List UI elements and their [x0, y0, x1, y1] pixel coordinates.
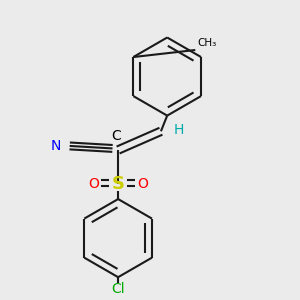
Text: Cl: Cl [111, 282, 125, 296]
Text: C: C [112, 129, 122, 143]
Text: CH₃: CH₃ [197, 38, 216, 48]
Text: S: S [112, 176, 124, 194]
Text: H: H [174, 123, 184, 137]
Text: O: O [88, 177, 100, 191]
Text: N: N [51, 139, 61, 153]
Text: O: O [137, 177, 148, 191]
